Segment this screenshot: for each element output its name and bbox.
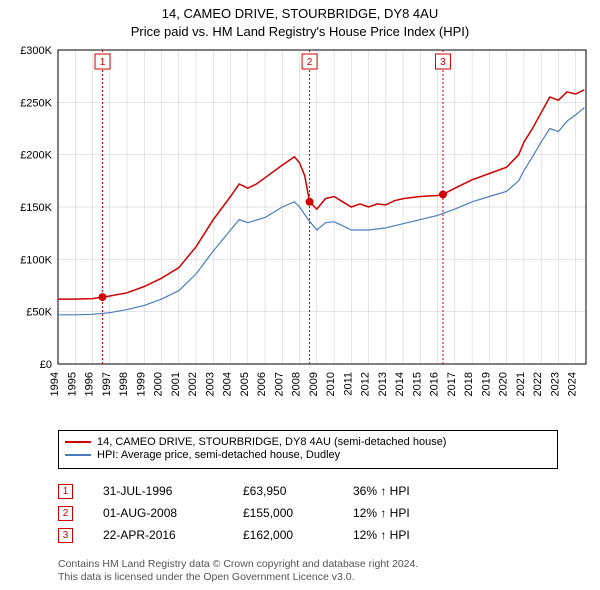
sale-marker-dot: [439, 190, 447, 198]
footer-line1: Contains HM Land Registry data © Crown c…: [58, 558, 580, 571]
y-tick-label: £50K: [26, 307, 52, 319]
x-tick-label: 2017: [446, 372, 458, 396]
sales-row-date: 01-AUG-2008: [103, 506, 243, 520]
y-tick-label: £150K: [20, 202, 52, 214]
x-tick-label: 2015: [411, 372, 423, 396]
x-tick-label: 2010: [325, 372, 337, 396]
sale-marker-number: 3: [440, 57, 446, 68]
sale-marker-dot: [306, 198, 314, 206]
legend-item: HPI: Average price, semi-detached house,…: [65, 449, 551, 461]
sales-row-date: 22-APR-2016: [103, 528, 243, 542]
y-tick-label: £200K: [20, 150, 52, 162]
sales-row-pct: 12% ↑ HPI: [353, 506, 473, 520]
x-tick-label: 2008: [291, 372, 303, 396]
chart-title-block: 14, CAMEO DRIVE, STOURBRIDGE, DY8 4AU Pr…: [0, 0, 600, 39]
legend-item: 14, CAMEO DRIVE, STOURBRIDGE, DY8 4AU (s…: [65, 436, 551, 448]
x-tick-label: 2005: [239, 372, 251, 396]
x-tick-label: 1997: [101, 372, 113, 396]
x-tick-label: 2013: [377, 372, 389, 396]
x-tick-label: 2021: [515, 372, 527, 396]
x-tick-label: 2007: [273, 372, 285, 396]
legend-label: HPI: Average price, semi-detached house,…: [97, 449, 340, 461]
sales-row: 3 22-APR-2016£162,00012% ↑ HPI: [58, 524, 473, 546]
sales-table: 1 31-JUL-1996£63,95036% ↑ HPI 2 01-AUG-2008…: [58, 480, 473, 546]
x-tick-label: 1998: [118, 372, 130, 396]
x-tick-label: 2011: [342, 372, 354, 396]
legend-swatch: [65, 454, 91, 456]
x-tick-label: 2001: [170, 372, 182, 396]
chart-area: £0 £50K £100K £150K £200K £250K £300K 1994 1995 1…: [0, 42, 600, 422]
sales-row-marker: 1: [58, 484, 73, 499]
x-tick-label: 2022: [532, 372, 544, 396]
x-tick-label: 2020: [498, 372, 510, 396]
y-tick-label: £250K: [20, 97, 52, 109]
legend-label: 14, CAMEO DRIVE, STOURBRIDGE, DY8 4AU (s…: [97, 436, 446, 448]
x-tick-label: 2018: [463, 372, 475, 396]
sale-marker-dot: [99, 293, 107, 301]
price-chart: £0 £50K £100K £150K £200K £250K £300K 1994 1995 1…: [0, 42, 600, 422]
sales-row-marker: 3: [58, 528, 73, 543]
x-tick-label: 1999: [135, 372, 147, 396]
sales-row-price: £63,950: [243, 484, 353, 498]
x-tick-label: 2006: [256, 372, 268, 396]
footer-line2: This data is licensed under the Open Gov…: [58, 571, 580, 584]
x-tick-label: 1994: [49, 372, 61, 396]
y-tick-label: £100K: [20, 254, 52, 266]
chart-title-line2: Price paid vs. HM Land Registry's House …: [0, 24, 600, 40]
sale-marker-number: 2: [307, 57, 313, 68]
sales-row-pct: 12% ↑ HPI: [353, 528, 473, 542]
sales-row: 1 31-JUL-1996£63,95036% ↑ HPI: [58, 480, 473, 502]
attribution-footer: Contains HM Land Registry data © Crown c…: [58, 558, 580, 584]
x-tick-label: 2023: [549, 372, 561, 396]
x-tick-label: 2003: [204, 372, 216, 396]
x-tick-label: 2014: [394, 372, 406, 396]
x-tick-label: 2000: [153, 372, 165, 396]
x-tick-label: 2024: [567, 372, 579, 396]
y-tick-label: £0: [40, 359, 52, 371]
x-tick-label: 2009: [308, 372, 320, 396]
sales-row-marker: 2: [58, 506, 73, 521]
sales-row-pct: 36% ↑ HPI: [353, 484, 473, 498]
x-tick-label: 2002: [187, 372, 199, 396]
y-tick-label: £300K: [20, 45, 52, 57]
sales-row: 2 01-AUG-2008£155,00012% ↑ HPI: [58, 502, 473, 524]
x-tick-label: 2016: [429, 372, 441, 396]
chart-title-line1: 14, CAMEO DRIVE, STOURBRIDGE, DY8 4AU: [0, 6, 600, 22]
x-tick-label: 2019: [480, 372, 492, 396]
legend: 14, CAMEO DRIVE, STOURBRIDGE, DY8 4AU (s…: [58, 430, 558, 469]
sales-row-price: £155,000: [243, 506, 353, 520]
x-tick-label: 2004: [222, 372, 234, 396]
legend-swatch: [65, 441, 91, 443]
x-tick-label: 1995: [66, 372, 78, 396]
x-tick-label: 2012: [360, 372, 372, 396]
sales-row-price: £162,000: [243, 528, 353, 542]
sales-row-date: 31-JUL-1996: [103, 484, 243, 498]
sale-marker-number: 1: [100, 57, 106, 68]
x-tick-label: 1996: [84, 372, 96, 396]
